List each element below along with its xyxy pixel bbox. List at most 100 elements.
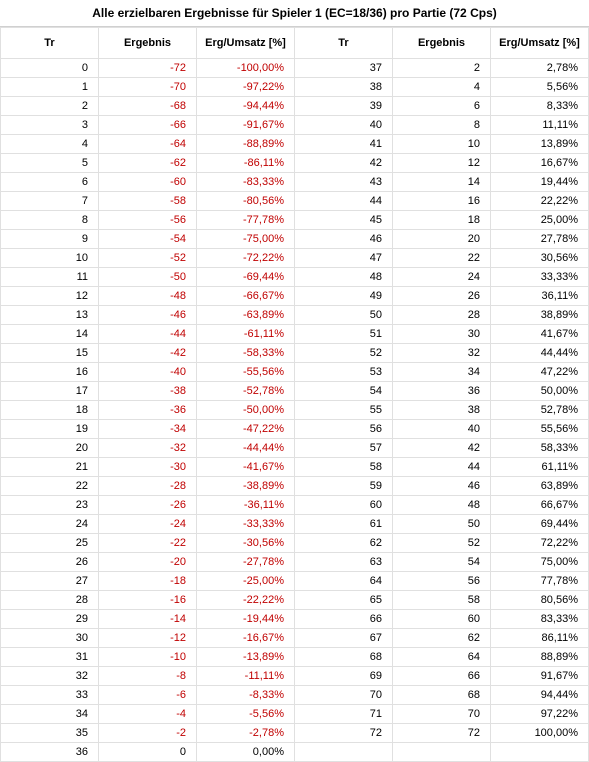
table-cell: 11,11% (491, 116, 589, 135)
table-cell: 36 (393, 382, 491, 401)
table-row: 32-8-11,11%696691,67% (1, 667, 589, 686)
table-row: 4-64-88,89%411013,89% (1, 135, 589, 154)
table-cell: 86,11% (491, 629, 589, 648)
table-row: 24-24-33,33%615069,44% (1, 515, 589, 534)
table-cell: -36 (99, 401, 197, 420)
table-row: 28-16-22,22%655880,56% (1, 591, 589, 610)
table-cell: 39 (295, 97, 393, 116)
table-cell: 51 (295, 325, 393, 344)
table-cell: 61,11% (491, 458, 589, 477)
table-cell: 41 (295, 135, 393, 154)
table-cell: 8 (393, 116, 491, 135)
table-cell: 47,22% (491, 363, 589, 382)
table-row: 12-48-66,67%492636,11% (1, 287, 589, 306)
table-cell: 22 (1, 477, 99, 496)
table-cell: 36,11% (491, 287, 589, 306)
table-cell: 24 (1, 515, 99, 534)
table-cell: 72 (295, 724, 393, 743)
table-cell: 72 (393, 724, 491, 743)
table-cell: -75,00% (197, 230, 295, 249)
table-cell: -38,89% (197, 477, 295, 496)
table-cell: 4 (1, 135, 99, 154)
table-cell: -83,33% (197, 173, 295, 192)
table-cell: -26 (99, 496, 197, 515)
table-cell: 2 (1, 97, 99, 116)
table-row: 10-52-72,22%472230,56% (1, 249, 589, 268)
table-row: 9-54-75,00%462027,78% (1, 230, 589, 249)
table-cell: 66 (393, 667, 491, 686)
table-cell: 100,00% (491, 724, 589, 743)
table-cell: 12 (1, 287, 99, 306)
table-cell: -8 (99, 667, 197, 686)
table-cell: -41,67% (197, 458, 295, 477)
table-cell: 30 (1, 629, 99, 648)
table-cell: -10 (99, 648, 197, 667)
table-cell: -38 (99, 382, 197, 401)
table-cell: 57 (295, 439, 393, 458)
table-row: 20-32-44,44%574258,33% (1, 439, 589, 458)
table-row: 5-62-86,11%421216,67% (1, 154, 589, 173)
table-cell: 47 (295, 249, 393, 268)
table-cell: -68 (99, 97, 197, 116)
table-cell: 26 (1, 553, 99, 572)
table-cell: 45 (295, 211, 393, 230)
header-row: Tr Ergebnis Erg/Umsatz [%] Tr Ergebnis E… (1, 28, 589, 59)
table-cell: 75,00% (491, 553, 589, 572)
table-cell: 58 (295, 458, 393, 477)
table-row: 16-40-55,56%533447,22% (1, 363, 589, 382)
table-cell: 36 (1, 743, 99, 762)
table-cell: 29 (1, 610, 99, 629)
table-cell: 18 (393, 211, 491, 230)
table-cell: 0,00% (197, 743, 295, 762)
table-row: 1-70-97,22%3845,56% (1, 78, 589, 97)
table-cell: 88,89% (491, 648, 589, 667)
table-cell: 58 (393, 591, 491, 610)
table-cell: 3 (1, 116, 99, 135)
table-cell: 34 (1, 705, 99, 724)
table-cell: 64 (393, 648, 491, 667)
table-cell: 68 (295, 648, 393, 667)
table-cell: 12 (393, 154, 491, 173)
table-row: 8-56-77,78%451825,00% (1, 211, 589, 230)
table-cell: 25,00% (491, 211, 589, 230)
table-row: 17-38-52,78%543650,00% (1, 382, 589, 401)
table-row: 7-58-80,56%441622,22% (1, 192, 589, 211)
table-cell: 9 (1, 230, 99, 249)
table-cell: 70 (393, 705, 491, 724)
table-cell (491, 743, 589, 762)
table-cell: 30 (393, 325, 491, 344)
table-cell: 80,56% (491, 591, 589, 610)
table-cell: -48 (99, 287, 197, 306)
table-row: 0-72-100,00%3722,78% (1, 59, 589, 78)
table-cell: 71 (295, 705, 393, 724)
table-cell: -46 (99, 306, 197, 325)
table-cell: 42 (393, 439, 491, 458)
table-cell: -66,67% (197, 287, 295, 306)
table-cell: 48 (393, 496, 491, 515)
table-cell: -2 (99, 724, 197, 743)
table-row: 34-4-5,56%717097,22% (1, 705, 589, 724)
table-cell: -42 (99, 344, 197, 363)
table-cell: 1 (1, 78, 99, 97)
table-cell: 10 (1, 249, 99, 268)
table-cell: -91,67% (197, 116, 295, 135)
table-cell: -77,78% (197, 211, 295, 230)
header-tr-1: Tr (1, 28, 99, 59)
table-cell: 91,67% (491, 667, 589, 686)
table-row: 26-20-27,78%635475,00% (1, 553, 589, 572)
table-cell: 52 (295, 344, 393, 363)
table-cell: 61 (295, 515, 393, 534)
table-cell: -72 (99, 59, 197, 78)
table-cell: -44 (99, 325, 197, 344)
table-row: 31-10-13,89%686488,89% (1, 648, 589, 667)
page-title: Alle erzielbaren Ergebnisse für Spieler … (0, 0, 589, 27)
table-cell: 53 (295, 363, 393, 382)
table-cell: -20 (99, 553, 197, 572)
table-body: 0-72-100,00%3722,78%1-70-97,22%3845,56%2… (1, 59, 589, 762)
table-cell: 5,56% (491, 78, 589, 97)
table-cell: 19 (1, 420, 99, 439)
table-row: 19-34-47,22%564055,56% (1, 420, 589, 439)
table-row: 18-36-50,00%553852,78% (1, 401, 589, 420)
table-row: 3-66-91,67%40811,11% (1, 116, 589, 135)
table-row: 25-22-30,56%625272,22% (1, 534, 589, 553)
